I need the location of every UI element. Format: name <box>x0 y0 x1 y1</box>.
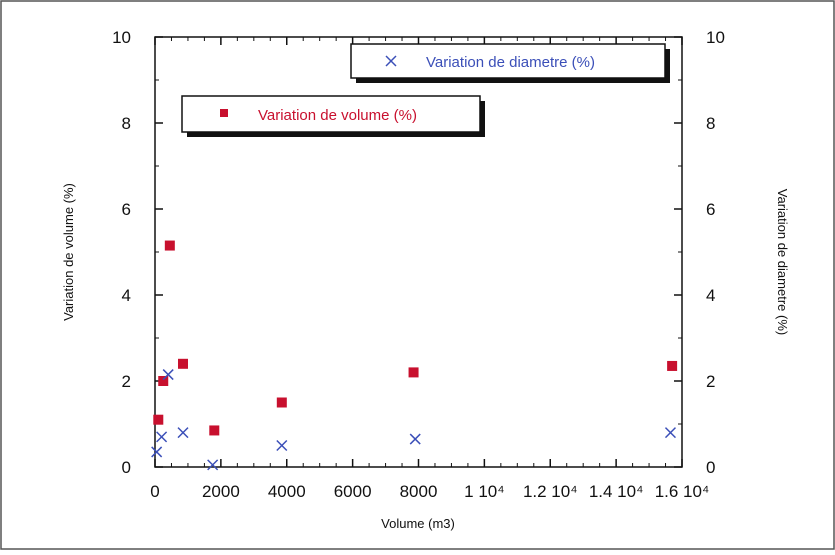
x-tick-label: 8000 <box>400 482 438 501</box>
y-left-tick-label: 10 <box>112 28 131 47</box>
volume-point <box>209 425 220 436</box>
y-axis-right-title: Variation de diametre (%) <box>775 189 790 335</box>
x-tick-label: 1.2 10⁴ <box>523 482 578 501</box>
volume-point <box>276 397 287 408</box>
x-tick-label: 1.6 10⁴ <box>655 482 710 501</box>
volume-point <box>158 376 169 386</box>
diameter-point <box>177 427 189 439</box>
diameter-point <box>409 433 421 445</box>
volume-point <box>164 240 175 251</box>
diameter-point <box>151 446 163 458</box>
y-right-tick-label: 2 <box>706 372 715 391</box>
y-right-tick-label: 6 <box>706 200 715 219</box>
y-axis-left-title: Variation de volume (%) <box>61 183 76 321</box>
volume-point <box>153 414 164 425</box>
y-right-tick-label: 0 <box>706 458 715 477</box>
diameter-point <box>162 369 174 381</box>
y-left-tick-label: 8 <box>122 114 131 133</box>
legend-volume-label: Variation de volume (%) <box>258 107 417 124</box>
x-axis-title: Volume (m3) <box>381 516 455 531</box>
volume-point <box>667 360 678 371</box>
ticks-layer: 0 2000 4000 6000 8000 1 10⁴ 1.2 10⁴ 1.4 10⁴ 1.6 … <box>112 28 725 501</box>
legend-diameter: Variation de diametre (%) <box>350 43 670 83</box>
diameter-point <box>276 439 288 452</box>
legend-diameter-label: Variation de diametre (%) <box>426 54 595 71</box>
x-tick-label: 6000 <box>334 482 372 501</box>
y-left-tick-label: 0 <box>122 458 131 477</box>
x-tick-label: 4000 <box>268 482 306 501</box>
x-tick-label: 0 <box>150 482 159 501</box>
y-left-tick-label: 6 <box>122 200 131 219</box>
x-tick-label: 2000 <box>202 482 240 501</box>
diameter-point <box>156 431 168 443</box>
legend-layer: Variation de diametre (%) Variation de vo… <box>181 43 670 137</box>
y-left-tick-label: 2 <box>122 372 131 391</box>
volume-point <box>177 358 188 369</box>
legend-volume: Variation de volume (%) <box>181 95 485 137</box>
diameter-point <box>664 427 677 439</box>
x-tick-label: 1 10⁴ <box>464 482 504 501</box>
points-layer <box>151 240 678 471</box>
x-tick-label: 1.4 10⁴ <box>589 482 644 501</box>
y-right-tick-label: 4 <box>706 286 715 305</box>
volume-point <box>408 367 419 378</box>
diameter-point <box>207 459 219 471</box>
y-left-tick-label: 4 <box>122 286 131 305</box>
y-right-tick-label: 8 <box>706 114 715 133</box>
y-right-tick-label: 10 <box>706 28 725 47</box>
